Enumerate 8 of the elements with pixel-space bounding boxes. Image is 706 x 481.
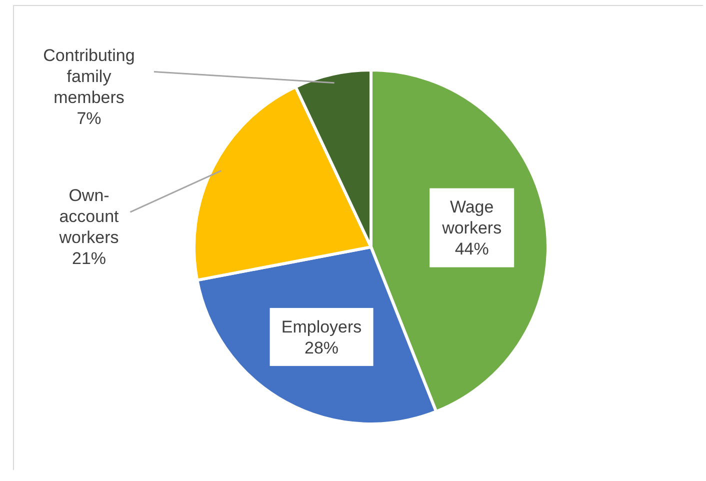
data-label: 21% xyxy=(72,249,106,268)
data-label: 28% xyxy=(304,338,339,358)
slice-label: Employers xyxy=(281,317,362,336)
data-label: 44% xyxy=(454,240,489,259)
slice-label: Wage workers xyxy=(441,198,502,238)
slice-label: Contributing family members xyxy=(43,46,135,107)
data-label: 7% xyxy=(76,108,102,128)
slice-label: Own-account workers xyxy=(58,186,120,248)
